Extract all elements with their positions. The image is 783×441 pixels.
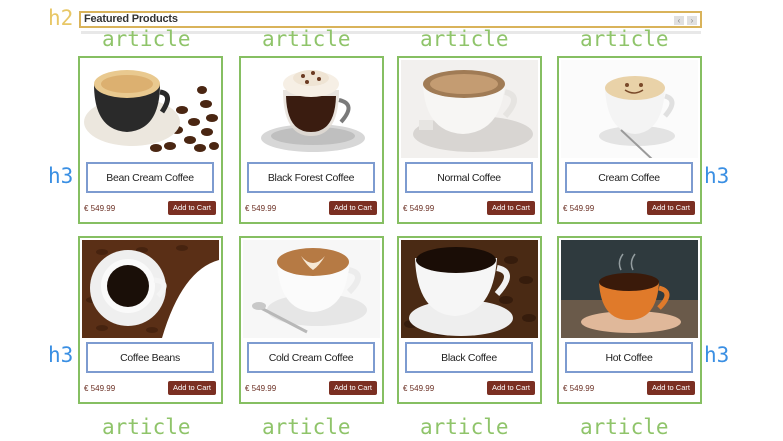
product-name: Cream Coffee xyxy=(598,171,660,184)
product-image-cold-cream-coffee[interactable] xyxy=(243,240,380,338)
section-title: Featured Products xyxy=(84,13,178,25)
product-name: Coffee Beans xyxy=(120,351,180,364)
product-card[interactable]: Cold Cream Coffee € 549.99 Add to Cart xyxy=(239,236,384,404)
add-to-cart-button[interactable]: Add to Cart xyxy=(487,381,535,395)
product-price: € 549.99 xyxy=(245,384,277,393)
product-image-cream-coffee[interactable] xyxy=(561,60,698,158)
h3-tag-label: h3 xyxy=(48,164,74,188)
product-image-hot-coffee[interactable] xyxy=(561,240,698,338)
product-card[interactable]: Normal Coffee € 549.99 Add to Cart xyxy=(397,56,542,224)
product-name: Normal Coffee xyxy=(437,171,501,184)
product-image-black-forest-coffee[interactable] xyxy=(243,60,380,158)
chevron-right-icon[interactable]: › xyxy=(687,16,697,25)
chevron-left-icon[interactable]: ‹ xyxy=(674,16,684,25)
add-to-cart-button[interactable]: Add to Cart xyxy=(168,201,216,215)
product-image-black-coffee[interactable] xyxy=(401,240,538,338)
product-name: Hot Coffee xyxy=(605,351,653,364)
product-title-box: Black Coffee xyxy=(405,342,533,373)
product-price: € 549.99 xyxy=(403,204,435,213)
product-card[interactable]: Cream Coffee € 549.99 Add to Cart xyxy=(557,56,702,224)
article-tag-label: article xyxy=(420,415,509,439)
product-card[interactable]: Black Forest Coffee € 549.99 Add to Cart xyxy=(239,56,384,224)
h3-tag-label: h3 xyxy=(704,164,730,188)
product-title-box: Cream Coffee xyxy=(565,162,693,193)
add-to-cart-button[interactable]: Add to Cart xyxy=(168,381,216,395)
product-price: € 549.99 xyxy=(84,384,116,393)
product-price: € 549.99 xyxy=(563,204,595,213)
product-title-box: Black Forest Coffee xyxy=(247,162,375,193)
add-to-cart-button[interactable]: Add to Cart xyxy=(647,381,695,395)
product-name: Black Forest Coffee xyxy=(267,171,355,184)
product-card[interactable]: Hot Coffee € 549.99 Add to Cart xyxy=(557,236,702,404)
h3-tag-label: h3 xyxy=(704,343,730,367)
product-name: Black Coffee xyxy=(441,351,497,364)
article-tag-label: article xyxy=(262,415,351,439)
header-divider xyxy=(81,31,701,34)
add-to-cart-button[interactable]: Add to Cart xyxy=(647,201,695,215)
add-to-cart-button[interactable]: Add to Cart xyxy=(329,201,377,215)
add-to-cart-button[interactable]: Add to Cart xyxy=(487,201,535,215)
product-title-box: Bean Cream Coffee xyxy=(86,162,214,193)
article-tag-label: article xyxy=(420,27,509,51)
h2-tag-label: h2 xyxy=(48,6,74,30)
article-tag-label: article xyxy=(580,415,669,439)
section-header: Featured Products ‹ › xyxy=(79,11,702,28)
product-price: € 549.99 xyxy=(84,204,116,213)
product-name: Bean Cream Coffee xyxy=(106,171,194,184)
product-image-bean-cream-coffee[interactable] xyxy=(82,60,219,158)
product-image-normal-coffee[interactable] xyxy=(401,60,538,158)
product-card[interactable]: Coffee Beans € 549.99 Add to Cart xyxy=(78,236,223,404)
article-tag-label: article xyxy=(262,27,351,51)
add-to-cart-button[interactable]: Add to Cart xyxy=(329,381,377,395)
product-title-box: Cold Cream Coffee xyxy=(247,342,375,373)
product-card[interactable]: Bean Cream Coffee € 549.99 Add to Cart xyxy=(78,56,223,224)
product-title-box: Coffee Beans xyxy=(86,342,214,373)
product-name: Cold Cream Coffee xyxy=(268,351,354,364)
h3-tag-label: h3 xyxy=(48,343,74,367)
product-title-box: Hot Coffee xyxy=(565,342,693,373)
product-price: € 549.99 xyxy=(245,204,277,213)
product-title-box: Normal Coffee xyxy=(405,162,533,193)
article-tag-label: article xyxy=(580,27,669,51)
product-image-coffee-beans[interactable] xyxy=(82,240,219,338)
article-tag-label: article xyxy=(102,415,191,439)
product-price: € 549.99 xyxy=(403,384,435,393)
product-price: € 549.99 xyxy=(563,384,595,393)
article-tag-label: article xyxy=(102,27,191,51)
product-card[interactable]: Black Coffee € 549.99 Add to Cart xyxy=(397,236,542,404)
